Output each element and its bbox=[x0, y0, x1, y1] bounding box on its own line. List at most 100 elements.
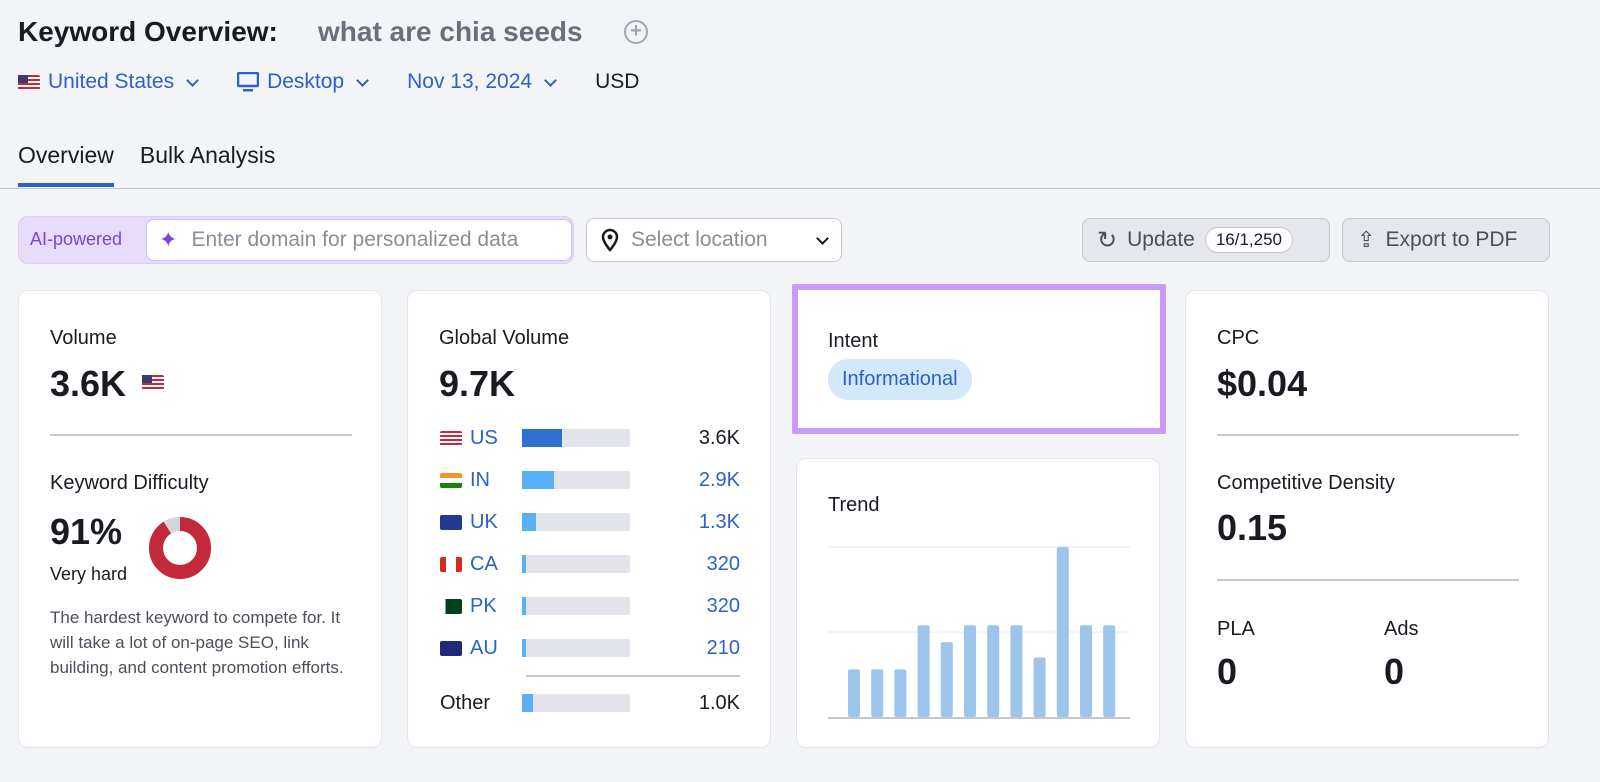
country-row-pk[interactable]: PK 320 bbox=[440, 594, 740, 618]
share-bar-fill bbox=[522, 639, 527, 657]
country-volume[interactable]: 320 bbox=[706, 594, 740, 617]
trend-bar[interactable] bbox=[894, 669, 907, 717]
trend-label: Trend bbox=[828, 494, 880, 516]
volume-value: 3.6K bbox=[50, 363, 127, 404]
trend-bar[interactable] bbox=[1056, 547, 1069, 717]
kd-donut bbox=[149, 517, 211, 579]
chevron-down-icon bbox=[186, 73, 199, 87]
filters: United States Desktop Nov 13, 2024 USD bbox=[18, 70, 679, 94]
keyword: what are chia seeds bbox=[318, 16, 583, 47]
tabs: Overview Bulk Analysis bbox=[18, 142, 275, 187]
kd-level: Very hard bbox=[50, 564, 128, 584]
pla-value: 0 bbox=[1217, 651, 1238, 692]
country-volume[interactable]: 320 bbox=[706, 552, 740, 575]
kd-donut-fill bbox=[149, 517, 211, 579]
country-row-us[interactable]: US 3.6K bbox=[440, 426, 740, 450]
share-bar bbox=[522, 694, 630, 712]
page-title: Keyword Overview: bbox=[18, 16, 278, 47]
us-flag-icon bbox=[142, 375, 164, 390]
ca-flag-icon bbox=[440, 556, 462, 572]
update-label: Update bbox=[1127, 228, 1195, 251]
kd-value: 91% bbox=[50, 511, 123, 552]
share-bar bbox=[522, 513, 630, 531]
share-bar-fill bbox=[522, 471, 555, 489]
tab-bulk-analysis[interactable]: Bulk Analysis bbox=[139, 142, 276, 168]
share-bar-fill bbox=[522, 694, 533, 712]
kd-description: The hardest keyword to compete for. It w… bbox=[50, 608, 344, 677]
divider bbox=[526, 675, 740, 677]
country-volume[interactable]: 2.9K bbox=[698, 468, 740, 491]
device-select[interactable]: Desktop bbox=[237, 70, 369, 94]
uk-flag-icon bbox=[440, 514, 462, 530]
country-row-other: Other 1.0K bbox=[440, 691, 740, 715]
export-label: Export to PDF bbox=[1385, 228, 1518, 251]
country-select[interactable]: United States bbox=[18, 70, 199, 94]
location-select[interactable]: Select location bbox=[586, 218, 842, 262]
country-code[interactable]: AU bbox=[470, 636, 498, 659]
country-code[interactable]: US bbox=[470, 426, 498, 449]
update-button[interactable]: ↻ Update 16/1,250 bbox=[1082, 218, 1330, 262]
trend-bar[interactable] bbox=[917, 625, 930, 717]
trend-bar[interactable] bbox=[964, 625, 976, 717]
us-flag-icon bbox=[18, 74, 40, 90]
country-code[interactable]: PK bbox=[470, 594, 497, 617]
trend-bar[interactable] bbox=[1103, 625, 1116, 717]
location-pin-icon bbox=[601, 228, 619, 252]
volume-card: Volume 3.6K Keyword Difficulty 91% Very … bbox=[18, 290, 382, 748]
date-label: Nov 13, 2024 bbox=[407, 70, 533, 93]
share-bar-fill bbox=[522, 555, 527, 573]
share-bar-fill bbox=[522, 597, 527, 615]
cd-value: 0.15 bbox=[1217, 507, 1288, 548]
trend-bar[interactable] bbox=[1010, 625, 1023, 717]
divider bbox=[1217, 579, 1519, 581]
ai-powered-label: AI-powered bbox=[30, 229, 123, 249]
country-code[interactable]: UK bbox=[470, 510, 498, 533]
share-bar bbox=[522, 429, 630, 447]
domain-input[interactable]: ✦ Enter domain for personalized data bbox=[146, 219, 572, 261]
add-keyword-icon[interactable]: + bbox=[624, 20, 648, 44]
export-pdf-button[interactable]: ⇪ Export to PDF bbox=[1342, 218, 1550, 262]
location-placeholder: Select location bbox=[631, 228, 768, 251]
trend-bar[interactable] bbox=[1033, 657, 1046, 718]
share-bar bbox=[522, 597, 630, 615]
volume-label: Volume bbox=[50, 327, 117, 349]
desktop-icon bbox=[237, 72, 260, 92]
trend-card: Trend bbox=[796, 458, 1160, 748]
chevron-down-icon bbox=[356, 73, 369, 87]
country-volume[interactable]: 1.3K bbox=[698, 510, 740, 533]
country-row-uk[interactable]: UK 1.3K bbox=[440, 510, 740, 534]
update-count: 16/1,250 bbox=[1204, 227, 1294, 253]
sparkle-icon: ✦ bbox=[159, 227, 178, 252]
divider bbox=[1217, 434, 1519, 436]
tab-overview[interactable]: Overview bbox=[18, 142, 114, 187]
country-volume[interactable]: 210 bbox=[706, 636, 740, 659]
domain-placeholder: Enter domain for personalized data bbox=[191, 228, 519, 251]
cpc-label: CPC bbox=[1217, 327, 1260, 349]
country-code[interactable]: CA bbox=[470, 552, 498, 575]
global-volume-value: 9.7K bbox=[439, 363, 516, 404]
intent-label: Intent bbox=[828, 330, 879, 352]
pk-flag-icon bbox=[440, 598, 462, 614]
trend-bar[interactable] bbox=[871, 669, 884, 717]
country-label: United States bbox=[48, 70, 175, 93]
country-row-ca[interactable]: CA 320 bbox=[440, 552, 740, 576]
country-volume: 3.6K bbox=[698, 426, 740, 449]
trend-bar[interactable] bbox=[940, 642, 953, 717]
trend-bar[interactable] bbox=[1080, 625, 1092, 717]
country-code[interactable]: IN bbox=[470, 468, 490, 491]
trend-bar[interactable] bbox=[848, 669, 860, 717]
ads-label: Ads bbox=[1384, 618, 1419, 640]
date-select[interactable]: Nov 13, 2024 bbox=[407, 70, 557, 94]
ads-value: 0 bbox=[1384, 651, 1405, 692]
country-row-in[interactable]: IN 2.9K bbox=[440, 468, 740, 492]
country-row-au[interactable]: AU 210 bbox=[440, 636, 740, 660]
other-value: 1.0K bbox=[698, 691, 740, 714]
pla-label: PLA bbox=[1217, 618, 1255, 640]
refresh-icon: ↻ bbox=[1097, 226, 1118, 254]
export-icon: ⇪ bbox=[1357, 227, 1376, 252]
share-bar-fill bbox=[522, 513, 537, 531]
trend-bar[interactable] bbox=[987, 625, 1000, 717]
share-bar bbox=[522, 471, 630, 489]
chevron-down-icon bbox=[816, 231, 829, 245]
au-flag-icon bbox=[440, 640, 462, 656]
